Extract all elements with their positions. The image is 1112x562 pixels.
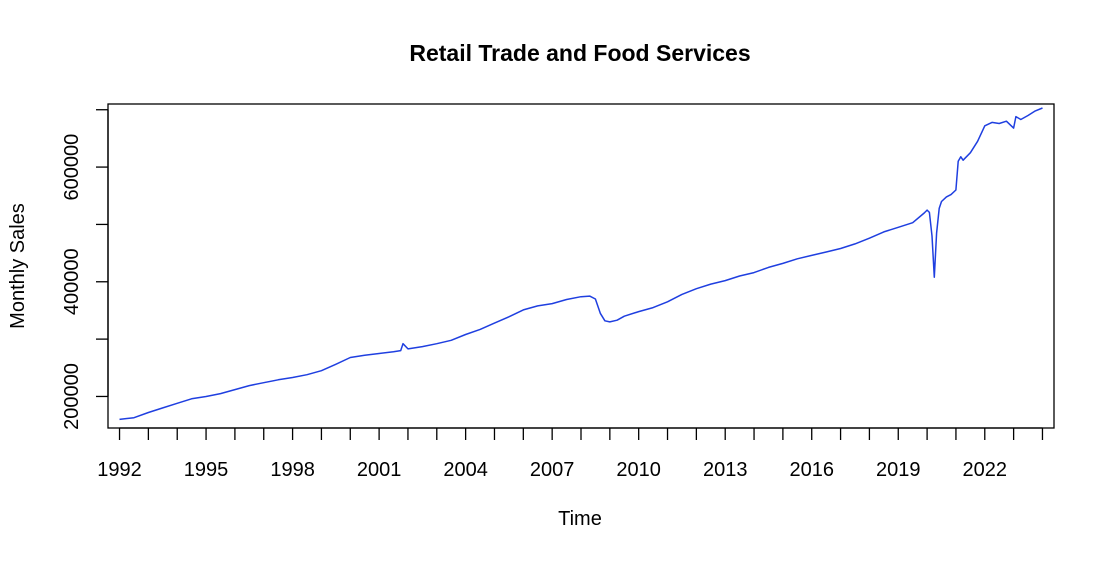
y-axis-label: Monthly Sales	[7, 203, 29, 329]
x-tick-label: 2007	[530, 459, 575, 481]
x-axis: 1992 1995 1998 2001 2004 2007 2010 2013 2016 2019…	[97, 427, 1044, 481]
x-tick-label: 2010	[616, 459, 661, 481]
x-axis-label: Time	[558, 508, 602, 530]
x-tick-label: 1992	[97, 459, 142, 481]
x-tick-label: 2019	[876, 459, 921, 481]
x-tick-label: 1998	[270, 459, 315, 481]
x-tick-label: 2013	[703, 459, 748, 481]
series-line	[119, 107, 1043, 421]
y-tick-label: 200000	[61, 363, 83, 430]
x-tick-label: 2016	[789, 459, 834, 481]
y-axis: 200000 400000 600000	[61, 109, 109, 430]
x-tick-label: 1995	[184, 459, 229, 481]
plot-frame	[107, 103, 1055, 429]
x-tick-label: 2001	[357, 459, 402, 481]
chart-title: Retail Trade and Food Services	[409, 40, 750, 66]
y-tick-label: 600000	[61, 134, 83, 201]
x-tick-label: 2022	[963, 459, 1008, 481]
y-tick-label: 400000	[61, 248, 83, 315]
x-tick-label: 2004	[443, 459, 488, 481]
